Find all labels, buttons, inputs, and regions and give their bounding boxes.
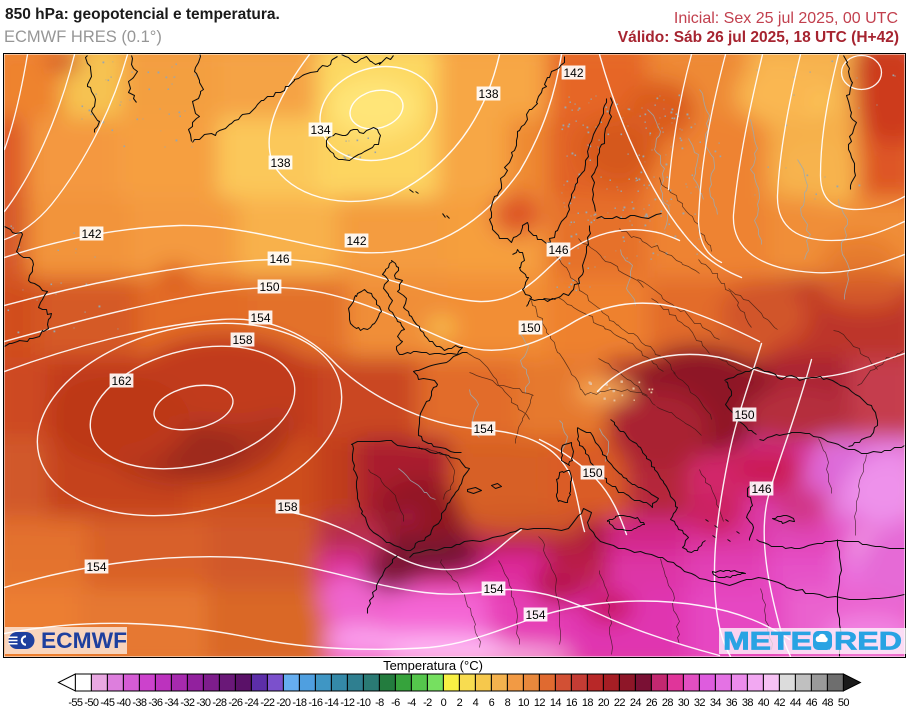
svg-text:-4: -4 [407, 697, 416, 709]
svg-text:-55: -55 [68, 697, 83, 709]
svg-text:18: 18 [582, 697, 594, 709]
svg-text:146: 146 [548, 243, 568, 257]
svg-text:146: 146 [751, 482, 771, 496]
svg-text:154: 154 [483, 582, 503, 596]
svg-text:-32: -32 [180, 697, 195, 709]
svg-text:24: 24 [630, 697, 642, 709]
svg-text:-10: -10 [356, 697, 371, 709]
svg-text:154: 154 [86, 560, 106, 574]
svg-text:12: 12 [534, 697, 546, 709]
svg-text:-6: -6 [391, 697, 400, 709]
svg-text:150: 150 [259, 280, 279, 294]
svg-text:158: 158 [277, 500, 297, 514]
svg-text:142: 142 [563, 66, 583, 80]
svg-text:26: 26 [646, 697, 658, 709]
svg-text:4: 4 [473, 697, 479, 709]
svg-text:28: 28 [662, 697, 674, 709]
svg-text:32: 32 [694, 697, 706, 709]
svg-text:-50: -50 [84, 697, 99, 709]
svg-text:-22: -22 [260, 697, 275, 709]
svg-text:154: 154 [525, 608, 545, 622]
svg-text:36: 36 [726, 697, 738, 709]
svg-text:44: 44 [790, 697, 802, 709]
svg-text:150: 150 [520, 321, 540, 335]
svg-text:142: 142 [81, 227, 101, 241]
svg-text:34: 34 [710, 697, 722, 709]
svg-text:-36: -36 [148, 697, 163, 709]
svg-text:30: 30 [678, 697, 690, 709]
svg-text:0: 0 [441, 697, 447, 709]
svg-text:150: 150 [734, 408, 754, 422]
svg-text:-8: -8 [375, 697, 384, 709]
svg-text:146: 146 [269, 252, 289, 266]
svg-text:162: 162 [111, 374, 131, 388]
svg-text:158: 158 [232, 333, 252, 347]
svg-text:-38: -38 [132, 697, 147, 709]
svg-text:8: 8 [505, 697, 511, 709]
svg-text:-34: -34 [164, 697, 179, 709]
svg-text:-40: -40 [116, 697, 131, 709]
svg-text:-30: -30 [196, 697, 211, 709]
svg-text:RED: RED [834, 628, 902, 654]
svg-text:-14: -14 [324, 697, 339, 709]
svg-text:-16: -16 [308, 697, 323, 709]
svg-text:-45: -45 [100, 697, 115, 709]
svg-text:48: 48 [822, 697, 834, 709]
svg-text:38: 38 [742, 697, 754, 709]
svg-text:-18: -18 [292, 697, 307, 709]
svg-text:10: 10 [518, 697, 530, 709]
svg-text:40: 40 [758, 697, 770, 709]
svg-text:134: 134 [310, 123, 330, 137]
svg-text:-24: -24 [244, 697, 259, 709]
svg-text:142: 142 [346, 234, 366, 248]
svg-text:-12: -12 [340, 697, 355, 709]
svg-text:20: 20 [598, 697, 610, 709]
svg-text:16: 16 [566, 697, 578, 709]
svg-text:138: 138 [270, 156, 290, 170]
svg-text:-28: -28 [212, 697, 227, 709]
svg-text:14: 14 [550, 697, 562, 709]
svg-text:METE: METE [723, 628, 812, 654]
svg-text:-26: -26 [228, 697, 243, 709]
svg-text:22: 22 [614, 697, 626, 709]
svg-text:-2: -2 [423, 697, 432, 709]
svg-text:150: 150 [582, 466, 602, 480]
svg-text:46: 46 [806, 697, 818, 709]
svg-text:-20: -20 [276, 697, 291, 709]
svg-text:6: 6 [489, 697, 495, 709]
svg-text:50: 50 [838, 697, 850, 709]
svg-text:154: 154 [250, 311, 270, 325]
svg-text:2: 2 [457, 697, 463, 709]
svg-text:154: 154 [473, 422, 493, 436]
svg-text:ECMWF: ECMWF [41, 628, 127, 653]
svg-text:138: 138 [478, 87, 498, 101]
svg-text:42: 42 [774, 697, 786, 709]
